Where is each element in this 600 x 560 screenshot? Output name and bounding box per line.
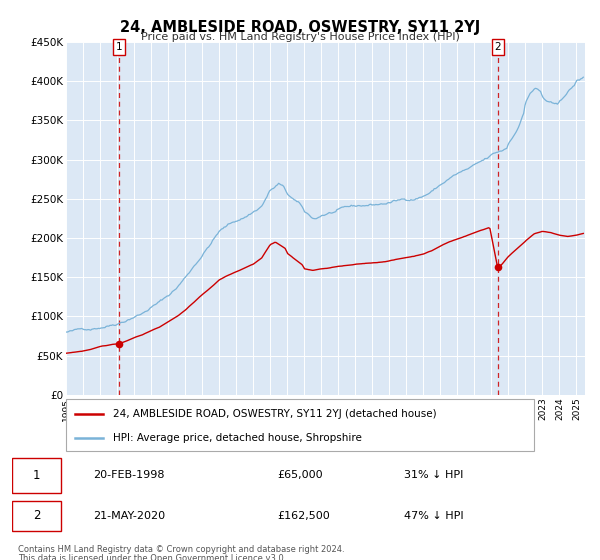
Text: This data is licensed under the Open Government Licence v3.0.: This data is licensed under the Open Gov… [18,554,286,560]
Text: Price paid vs. HM Land Registry's House Price Index (HPI): Price paid vs. HM Land Registry's House … [140,32,460,43]
Text: £65,000: £65,000 [277,470,323,480]
Text: 24, AMBLESIDE ROAD, OSWESTRY, SY11 2YJ: 24, AMBLESIDE ROAD, OSWESTRY, SY11 2YJ [120,20,480,35]
Text: 47% ↓ HPI: 47% ↓ HPI [404,511,463,521]
Text: 1: 1 [116,42,122,52]
Text: 1: 1 [33,469,41,482]
Text: Contains HM Land Registry data © Crown copyright and database right 2024.: Contains HM Land Registry data © Crown c… [18,545,344,554]
FancyBboxPatch shape [12,501,61,531]
Text: 2: 2 [494,42,501,52]
Text: 31% ↓ HPI: 31% ↓ HPI [404,470,463,480]
Text: 24, AMBLESIDE ROAD, OSWESTRY, SY11 2YJ (detached house): 24, AMBLESIDE ROAD, OSWESTRY, SY11 2YJ (… [113,409,436,419]
Text: 20-FEB-1998: 20-FEB-1998 [92,470,164,480]
FancyBboxPatch shape [12,458,61,493]
Text: HPI: Average price, detached house, Shropshire: HPI: Average price, detached house, Shro… [113,433,362,443]
Text: 21-MAY-2020: 21-MAY-2020 [92,511,165,521]
Text: 2: 2 [33,509,41,522]
Text: £162,500: £162,500 [277,511,330,521]
FancyBboxPatch shape [66,399,534,451]
